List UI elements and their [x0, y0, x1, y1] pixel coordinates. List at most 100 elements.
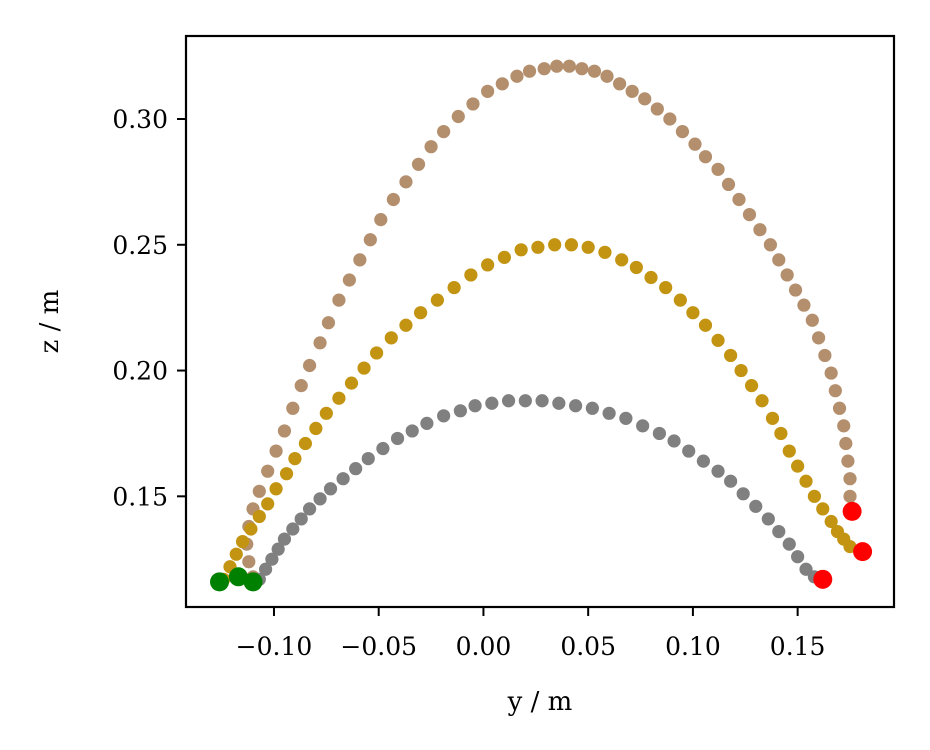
series-0-point-18: [374, 213, 388, 227]
series-2-point-9: [323, 482, 338, 496]
series-0-point-49: [763, 238, 778, 252]
series-0-point-46: [732, 192, 746, 207]
series-1-point-23: [481, 258, 495, 272]
series-1-point-45: [782, 444, 796, 458]
series-2-point-27: [602, 406, 616, 420]
series-0-point-58: [828, 384, 842, 398]
plot-frame: [184, 34, 896, 609]
series-0-point-10: [294, 379, 308, 393]
series-0-point-23: [437, 124, 451, 139]
x-tick-label-2: 0.00: [456, 632, 512, 661]
series-2-point-36: [736, 487, 750, 501]
series-2-point-42: [799, 562, 813, 576]
y-axis-label: z / m: [35, 290, 65, 354]
series-0-point-11: [302, 358, 317, 373]
series-2-point-14: [390, 431, 405, 446]
series-1-point-34: [659, 280, 673, 295]
series-2-point-3: [271, 542, 285, 556]
series-1-point-22: [464, 268, 478, 282]
series-2-point-34: [711, 464, 725, 478]
series-2-point-19: [468, 399, 482, 413]
chart-marks: [210, 59, 873, 592]
series-2-point-26: [585, 401, 599, 415]
series-2-point-6: [294, 512, 308, 526]
series-0-point-45: [721, 177, 736, 192]
series-0-point-34: [587, 64, 602, 78]
series-2-point-24: [552, 396, 566, 410]
series-1-point-32: [629, 260, 643, 275]
series-1-point-6: [261, 497, 275, 511]
series-0-point-19: [386, 192, 400, 207]
series-1-point-4: [244, 522, 258, 536]
series-2-point-38: [761, 512, 775, 526]
series-0-point-6: [261, 464, 275, 478]
series-2-point-13: [376, 441, 390, 456]
series-1-point-11: [309, 421, 323, 436]
series-2-point-17: [437, 409, 451, 423]
series-1-point-10: [298, 436, 312, 451]
series-2-point-7: [302, 502, 317, 516]
series-0-point-41: [675, 124, 690, 139]
series-0-point-20: [399, 175, 413, 189]
series-1-point-17: [384, 331, 398, 345]
series-0-point-1: [242, 555, 256, 569]
series-0-point-31: [550, 59, 564, 73]
series-2-point-25: [569, 399, 583, 413]
series-0-point-7: [269, 444, 283, 458]
series-1-point-21: [447, 280, 461, 295]
series-1-point-44: [774, 426, 788, 441]
series-2-point-8: [313, 492, 327, 506]
series-1-point-30: [598, 245, 612, 259]
end-point-2: [813, 569, 833, 589]
series-1-point-25: [514, 243, 528, 257]
x-tick-label-5: 0.15: [770, 632, 826, 661]
series-2-point-4: [277, 532, 292, 546]
series-2-point-37: [749, 499, 763, 513]
series-0-point-12: [313, 336, 327, 350]
series-0-point-32: [562, 59, 576, 73]
series-1-point-35: [673, 293, 687, 307]
series-0-point-57: [824, 366, 838, 380]
series-0-point-24: [451, 109, 465, 124]
series-2-point-28: [619, 411, 633, 425]
series-1-point-2: [229, 547, 243, 561]
series-0-point-52: [788, 283, 803, 297]
series-2-point-2: [265, 552, 279, 566]
series-0-point-43: [698, 150, 713, 164]
series-0-point-61: [839, 436, 853, 451]
series-0-point-27: [495, 77, 509, 91]
series-2-point-16: [420, 416, 434, 430]
y-tick-label-0: 0.15: [112, 482, 168, 511]
end-point-0: [842, 501, 862, 521]
series-2-point-5: [286, 522, 300, 536]
series-1-point-42: [755, 394, 769, 408]
series-1-point-47: [799, 474, 813, 488]
series-0-point-59: [832, 401, 847, 415]
series-1-point-13: [332, 391, 346, 405]
y-tick-label-1: 0.20: [112, 357, 168, 386]
x-tick-label-3: 0.05: [560, 632, 616, 661]
series-0-point-26: [481, 84, 495, 98]
series-1-point-38: [711, 333, 725, 347]
series-1-point-14: [344, 376, 359, 390]
series-2-point-11: [349, 462, 363, 476]
series-0-point-54: [805, 313, 819, 327]
series-1-point-15: [357, 361, 371, 375]
series-1-point-37: [698, 318, 713, 332]
series-1-point-27: [548, 238, 562, 252]
series-1-point-29: [581, 240, 595, 254]
series-0-point-22: [424, 140, 438, 154]
series-1-point-12: [319, 406, 333, 420]
series-2-point-41: [791, 550, 805, 564]
series-2-point-22: [518, 394, 532, 408]
series-2-point-18: [453, 404, 467, 418]
series-0-point-64: [843, 489, 857, 503]
series-2-point-29: [636, 419, 650, 433]
series-0-point-47: [742, 207, 757, 222]
series-0-point-35: [600, 69, 614, 83]
series-1-point-26: [531, 240, 545, 254]
series-0-point-36: [613, 77, 627, 91]
series-2-point-40: [782, 537, 796, 551]
series-0-point-13: [321, 316, 336, 330]
series-0-point-28: [510, 69, 524, 83]
